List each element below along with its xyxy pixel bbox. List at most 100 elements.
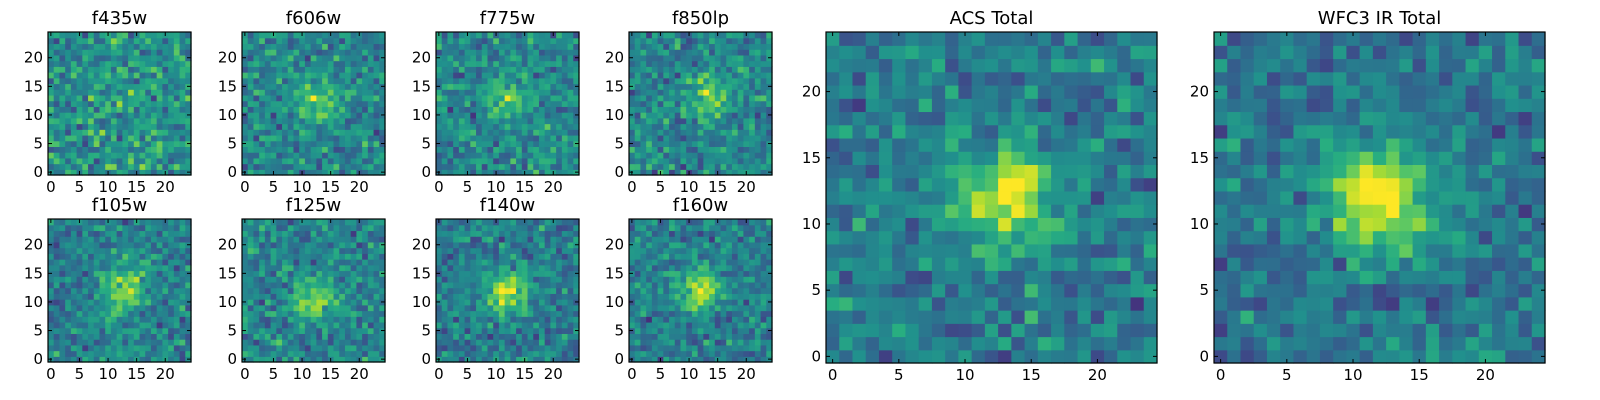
heatmap-cell (247, 321, 255, 329)
heatmap-cell (122, 310, 129, 317)
heatmap-cell (441, 112, 449, 119)
heatmap-cell (521, 140, 529, 147)
heatmap-cell (70, 304, 78, 312)
heatmap-cell (527, 32, 534, 39)
heatmap-cell (322, 37, 329, 45)
heatmap-cell (521, 94, 529, 102)
heatmap-cell (686, 310, 693, 317)
heatmap-cell (373, 230, 380, 237)
heatmap-cell (697, 134, 704, 142)
heatmap-cell (538, 259, 546, 266)
heatmap-cell (556, 140, 563, 147)
heatmap-cell (556, 163, 563, 170)
heatmap-cell (70, 100, 78, 107)
heatmap-cell (316, 259, 323, 266)
heatmap-cell (720, 163, 727, 170)
heatmap-cell (691, 134, 699, 142)
heatmap-cell (504, 117, 511, 125)
heatmap-cell (99, 43, 106, 50)
heatmap-cell (327, 77, 335, 85)
y-tick-label: 0 (33, 163, 43, 181)
heatmap-cell (663, 134, 670, 142)
heatmap-cell (70, 236, 78, 243)
heatmap-cell (185, 276, 192, 283)
heatmap-cell (264, 152, 272, 159)
heatmap-cell (179, 146, 186, 153)
heatmap-cell (316, 163, 323, 170)
heatmap-cell (53, 43, 61, 50)
heatmap-cell (651, 163, 659, 170)
heatmap-cell (247, 219, 255, 226)
heatmap-cell (65, 276, 72, 283)
heatmap-cell (749, 112, 756, 119)
heatmap-cell (373, 43, 380, 50)
heatmap-cell (573, 134, 580, 142)
heatmap-cell (76, 43, 83, 50)
heatmap-cell (259, 146, 266, 153)
heatmap-cell (344, 259, 352, 266)
heatmap-cell (521, 276, 529, 283)
heatmap-cell (493, 72, 500, 79)
heatmap-cell (634, 106, 642, 113)
heatmap-cell (470, 264, 477, 272)
heatmap-cell (339, 293, 346, 300)
heatmap-cell (150, 140, 158, 147)
heatmap-cell (105, 54, 112, 62)
heatmap-cell (105, 106, 112, 113)
heatmap-cell (242, 77, 249, 85)
heatmap-cell (674, 327, 682, 334)
heatmap-cell (122, 152, 129, 159)
heatmap-cell (373, 49, 380, 56)
heatmap-cell (145, 327, 152, 334)
heatmap-cell (122, 356, 129, 363)
heatmap-cell (714, 123, 722, 130)
heatmap-cell (150, 112, 158, 119)
heatmap-cell (150, 83, 158, 90)
heatmap-cell (48, 134, 55, 142)
heatmap-cell (253, 253, 260, 260)
heatmap-cell (743, 106, 750, 113)
heatmap-cell (504, 259, 511, 266)
heatmap-cell (436, 157, 443, 165)
heatmap-cell (556, 344, 563, 352)
heatmap-cell (287, 94, 295, 102)
heatmap-cell (646, 276, 653, 283)
heatmap-cell (379, 72, 386, 79)
heatmap-cell (538, 287, 546, 294)
heatmap-cell (299, 253, 306, 260)
heatmap-cell (686, 339, 693, 346)
heatmap-cell (737, 350, 744, 357)
heatmap-cell (304, 117, 312, 125)
heatmap-cell (504, 72, 511, 79)
heatmap-cell (247, 112, 255, 119)
heatmap-cell (629, 321, 636, 329)
heatmap-cell (481, 299, 489, 306)
heatmap-cell (470, 270, 477, 277)
heatmap-cell (436, 230, 443, 237)
heatmap-cell (333, 157, 340, 165)
heatmap-cell (122, 129, 129, 136)
heatmap-cell (441, 356, 449, 363)
heatmap-cell (116, 299, 123, 306)
heatmap-cell (561, 106, 569, 113)
heatmap-cell (754, 163, 762, 170)
y-tick-label: 20 (218, 236, 237, 254)
heatmap-cell (242, 163, 249, 170)
heatmap-cell (299, 270, 306, 277)
heatmap-cell (128, 236, 135, 243)
heatmap-cell (367, 356, 375, 363)
heatmap-cell (714, 321, 722, 329)
heatmap-cell (350, 163, 357, 170)
heatmap-cell (686, 276, 693, 283)
heatmap-cell (88, 327, 95, 334)
heatmap-cell (242, 72, 249, 79)
heatmap-cell (521, 281, 529, 289)
heatmap-cell (766, 321, 773, 329)
heatmap-cell (634, 49, 642, 56)
heatmap-cell (110, 287, 118, 294)
axes-frame (435, 31, 580, 176)
heatmap-cell (749, 293, 756, 300)
heatmap-cell (105, 117, 112, 125)
heatmap-cell (185, 106, 192, 113)
